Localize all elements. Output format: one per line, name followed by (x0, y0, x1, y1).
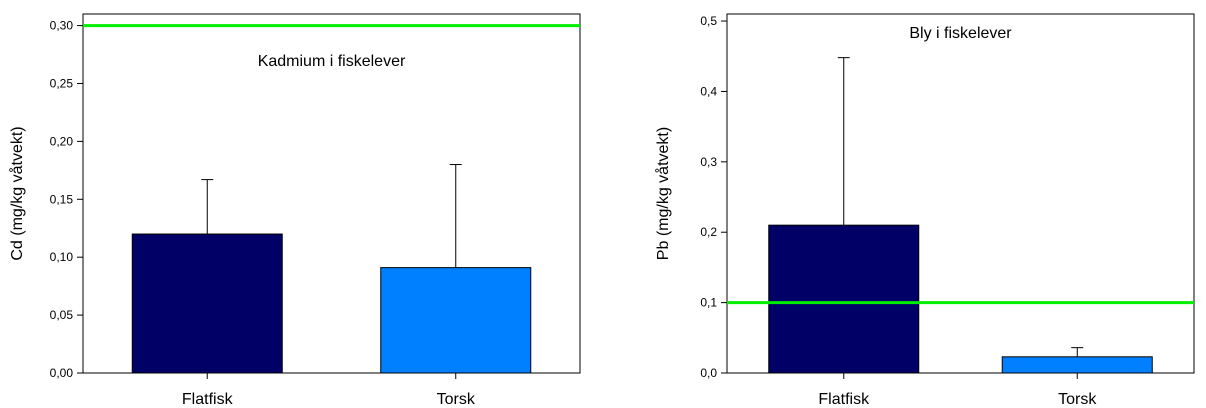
y-tick-label: 0,10 (50, 250, 74, 264)
plot-frame (726, 13, 1195, 374)
y-tick-label: 0,30 (50, 19, 74, 33)
x-tick-label: Torsk (1058, 391, 1097, 408)
x-tick-label: Flatfisk (182, 391, 234, 408)
y-tick-label: 0,20 (50, 134, 74, 148)
y-tick-label: 0,2 (700, 225, 717, 239)
x-tick-label: Flatfisk (818, 391, 870, 408)
y-tick-label: 0,3 (700, 155, 717, 169)
bar-flatfisk (131, 233, 283, 374)
y-tick-label: 0,15 (50, 192, 74, 206)
y-tick-label: 0,05 (50, 308, 74, 322)
y-tick-label: 0,0 (700, 366, 717, 380)
y-axis-title: Cd (mg/kg våtvekt) (8, 126, 26, 260)
bar-torsk (380, 267, 532, 374)
y-tick-label: 0,4 (700, 84, 717, 98)
y-tick-label: 0,25 (50, 76, 74, 90)
y-tick-label: 0,1 (700, 296, 717, 310)
plot-frame (82, 13, 581, 374)
chart-title: Bly i fiskelever (909, 25, 1012, 42)
y-tick-label: 0,00 (50, 366, 74, 380)
bar-flatfisk (768, 224, 920, 374)
chart-title: Kadmium i fiskelever (258, 53, 406, 70)
y-tick-label: 0,5 (700, 14, 717, 28)
bar-torsk (1001, 356, 1153, 374)
y-axis-title: Pb (mg/kg våtvekt) (654, 127, 672, 260)
x-tick-label: Torsk (437, 391, 476, 408)
